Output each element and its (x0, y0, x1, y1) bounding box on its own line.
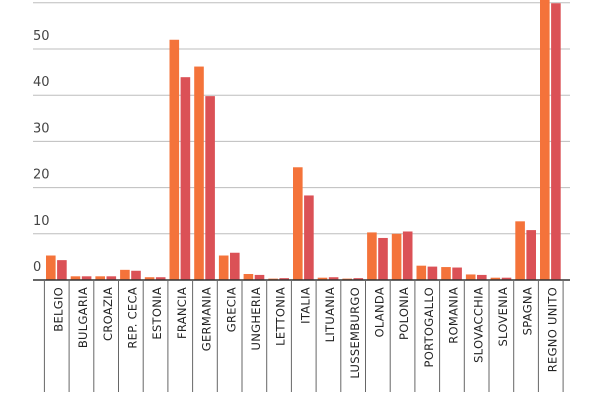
bar (551, 3, 561, 281)
bar (427, 266, 438, 280)
x-tick-label: ITALIA (298, 287, 312, 324)
axes (33, 279, 570, 392)
y-tick-label: 30 (33, 121, 50, 136)
x-tick-label: GERMANIA (200, 287, 214, 351)
bar (465, 274, 476, 280)
y-tick-label: 20 (33, 168, 50, 183)
x-tick-label: GRECIA (224, 287, 238, 332)
bar (218, 255, 229, 280)
x-tick-label: ROMANIA (447, 287, 461, 344)
x-tick-label: LUSSEMBURGO (348, 287, 362, 379)
bar (540, 0, 550, 280)
bar (70, 276, 81, 280)
x-tick-label: CROAZIA (101, 287, 115, 341)
y-tick-label: 40 (33, 75, 50, 90)
bar (328, 277, 339, 280)
bar (120, 269, 130, 280)
y-tick-label: 50 (33, 29, 50, 44)
bar (169, 39, 180, 281)
bar (194, 66, 204, 280)
gridlines (33, 2, 570, 235)
x-tick-label: ESTONIA (150, 287, 164, 340)
bar (317, 277, 328, 280)
bar (391, 233, 402, 280)
x-tick-label: FRANCIA (175, 287, 189, 339)
bar (452, 267, 462, 280)
y-tick-label: 10 (33, 214, 50, 229)
tick-labels: 0 10 20 30 40 50 BELGIO BULGARIA CROAZIA REP. CEC… (33, 29, 559, 379)
bar (293, 167, 303, 280)
bar (515, 221, 525, 280)
bar (490, 277, 501, 280)
bars (46, 0, 561, 281)
x-tick-label: SLOVACCHIA (471, 287, 485, 363)
bar (254, 274, 265, 280)
x-tick-label: BULGARIA (76, 287, 90, 348)
bar (416, 265, 427, 280)
bar (155, 277, 166, 280)
bar (378, 237, 388, 280)
bar (144, 277, 155, 280)
bar (367, 232, 377, 280)
bar (441, 267, 451, 280)
bar (180, 77, 191, 280)
bar (279, 278, 289, 280)
bar (501, 277, 512, 280)
x-tick-label: LITUANIA (323, 287, 337, 342)
bar (477, 274, 487, 280)
bar (353, 278, 364, 280)
bar (526, 230, 536, 280)
x-tick-label: SPAGNA (521, 287, 535, 335)
bar (46, 255, 56, 280)
x-tick-label: BELGIO (51, 287, 65, 332)
x-tick-label: REGNO UNITO (545, 287, 559, 372)
bar (57, 260, 67, 280)
bar (81, 276, 92, 280)
y-tick-label: 0 (33, 260, 41, 275)
x-tick-label: PORTOGALLO (422, 287, 436, 367)
bar (131, 270, 141, 280)
x-tick-label: OLANDA (372, 287, 386, 338)
bar (402, 231, 413, 280)
x-tick-label: SLOVENIA (496, 287, 510, 347)
bar (230, 252, 240, 280)
bar (304, 195, 314, 280)
x-tick-label: POLONIA (397, 287, 411, 340)
x-tick-label: REP. CECA (125, 287, 139, 349)
x-tick-label: LETTONIA (274, 287, 288, 346)
bar (243, 273, 254, 280)
bar (106, 276, 117, 280)
bar (95, 276, 105, 280)
x-tick-label: UNGHERIA (249, 287, 263, 351)
bar (205, 96, 215, 281)
